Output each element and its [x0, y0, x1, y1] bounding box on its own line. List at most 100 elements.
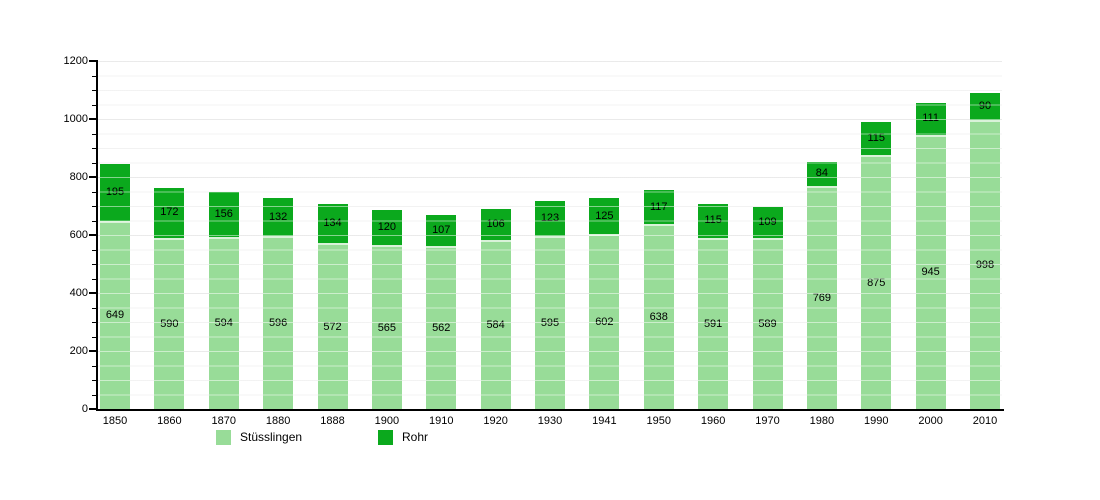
bar-value-stuesslingen: 638 — [643, 223, 674, 409]
x-axis-label: 1930 — [537, 415, 563, 427]
bar-value-rohr: 107 — [426, 215, 457, 247]
bar-1880: 132 596 — [263, 197, 294, 409]
bar-1900: 120 565 — [371, 210, 402, 409]
bar-value-rohr: 115 — [861, 121, 892, 156]
bar-value-stuesslingen: 596 — [263, 236, 294, 409]
bar-value-rohr: 117 — [643, 190, 674, 224]
bar-value-rohr: 132 — [263, 197, 294, 237]
legend: Stüsslingen Rohr — [0, 430, 1100, 446]
x-axis-label: 1910 — [429, 415, 454, 427]
bar-value-rohr: 111 — [915, 102, 946, 135]
bar-1960: 115 591 — [698, 204, 729, 409]
bar-value-stuesslingen: 602 — [589, 234, 620, 409]
y-axis-tick — [89, 234, 96, 236]
bar-value-rohr: 90 — [970, 93, 1000, 120]
x-axis-label: 1860 — [157, 415, 182, 427]
x-axis-label: 2000 — [918, 415, 943, 427]
legend-item-rohr: Rohr — [378, 430, 428, 445]
x-axis-label: 2010 — [972, 415, 998, 427]
y-axis-tick — [92, 162, 96, 164]
y-axis-tick — [89, 60, 96, 62]
bar-value-stuesslingen: 589 — [752, 238, 783, 409]
bar-value-stuesslingen: 572 — [317, 243, 348, 409]
bar-1910: 107 562 — [426, 215, 457, 409]
y-axis-tick — [89, 408, 96, 410]
bar-1860: 172 590 — [154, 188, 185, 409]
y-axis-tick — [89, 350, 96, 352]
bar-value-stuesslingen: 562 — [426, 246, 457, 409]
bar-1980: 84 769 — [806, 161, 837, 409]
x-axis-label: 1950 — [646, 415, 671, 427]
bar-value-stuesslingen: 769 — [806, 186, 837, 409]
x-axis-label: 1941 — [592, 415, 617, 427]
y-axis-tick — [92, 90, 96, 91]
bar-value-stuesslingen: 584 — [480, 239, 511, 409]
x-axis-label: 1870 — [211, 415, 236, 427]
y-axis-line — [96, 60, 98, 411]
bar-1930: 123 595 — [535, 200, 565, 409]
legend-label: Stüsslingen — [240, 430, 303, 444]
y-axis-tick — [92, 322, 96, 323]
bar-1850: 195 649 — [100, 164, 130, 409]
legend-item-stuesslingen: Stüsslingen — [216, 430, 302, 445]
y-axis-label: 1000 — [63, 113, 88, 125]
bar-1941: 125 602 — [589, 198, 620, 409]
y-axis-label: 0 — [81, 403, 88, 415]
bar-value-rohr: 156 — [208, 191, 239, 237]
y-axis-tick — [89, 292, 96, 294]
x-axis-label: 1920 — [483, 415, 508, 427]
bar-value-rohr: 134 — [317, 204, 348, 244]
bar-1990: 115 875 — [861, 121, 892, 409]
y-axis-tick — [92, 220, 96, 222]
y-axis-tick — [92, 191, 96, 193]
bar-value-stuesslingen: 595 — [535, 236, 565, 409]
bar-value-rohr: 109 — [752, 206, 783, 239]
bar-value-rohr: 172 — [154, 188, 185, 238]
x-axis-label: 1970 — [755, 415, 780, 427]
bar-value-rohr: 106 — [480, 208, 511, 240]
x-axis-label: 1990 — [864, 415, 889, 427]
legend-swatch — [378, 430, 393, 445]
bar-value-stuesslingen: 594 — [208, 236, 239, 409]
bar-value-rohr: 195 — [100, 164, 130, 221]
bar-value-stuesslingen: 590 — [154, 237, 185, 409]
y-axis-tick — [92, 394, 96, 396]
y-axis-tick — [92, 336, 96, 338]
y-axis-label: 400 — [69, 287, 88, 299]
bar-1870: 156 594 — [208, 191, 239, 409]
y-axis-tick — [92, 307, 96, 309]
y-axis-label: 600 — [69, 229, 88, 241]
bar-value-rohr: 120 — [371, 210, 402, 246]
y-axis-tick — [92, 148, 96, 149]
y-axis-tick — [92, 380, 96, 381]
bar-1970: 109 589 — [752, 206, 783, 409]
bar-value-rohr: 125 — [589, 198, 620, 235]
bar-value-stuesslingen: 945 — [915, 134, 946, 409]
x-axis-label: 1980 — [809, 415, 835, 427]
bar-1950: 117 638 — [643, 190, 674, 409]
legend-label: Rohr — [402, 430, 429, 444]
y-axis-label: 1200 — [63, 55, 88, 67]
bar-2000: 111 945 — [915, 102, 946, 409]
y-axis-label: 800 — [69, 171, 88, 183]
x-axis-line — [96, 409, 1004, 411]
x-axis-label: 1880 — [265, 415, 291, 427]
bar-1888: 134 572 — [317, 204, 348, 409]
y-axis-tick — [92, 278, 96, 280]
legend-swatch — [216, 430, 231, 445]
bar-value-rohr: 84 — [806, 161, 837, 186]
bar-value-rohr: 115 — [698, 204, 729, 238]
x-axis-label: 1850 — [102, 415, 128, 427]
y-axis-tick — [92, 75, 96, 77]
y-axis-tick — [92, 365, 96, 367]
bar-value-stuesslingen: 565 — [371, 245, 402, 409]
y-axis-tick — [92, 133, 96, 135]
bar-2010: 90 998 — [970, 93, 1000, 409]
y-axis-tick — [89, 118, 96, 120]
x-axis-label: 1888 — [320, 415, 345, 427]
y-axis-tick — [89, 176, 96, 178]
y-axis-label: 200 — [69, 345, 88, 357]
bar-value-stuesslingen: 591 — [698, 237, 729, 409]
x-axis-label: 1900 — [374, 415, 400, 427]
